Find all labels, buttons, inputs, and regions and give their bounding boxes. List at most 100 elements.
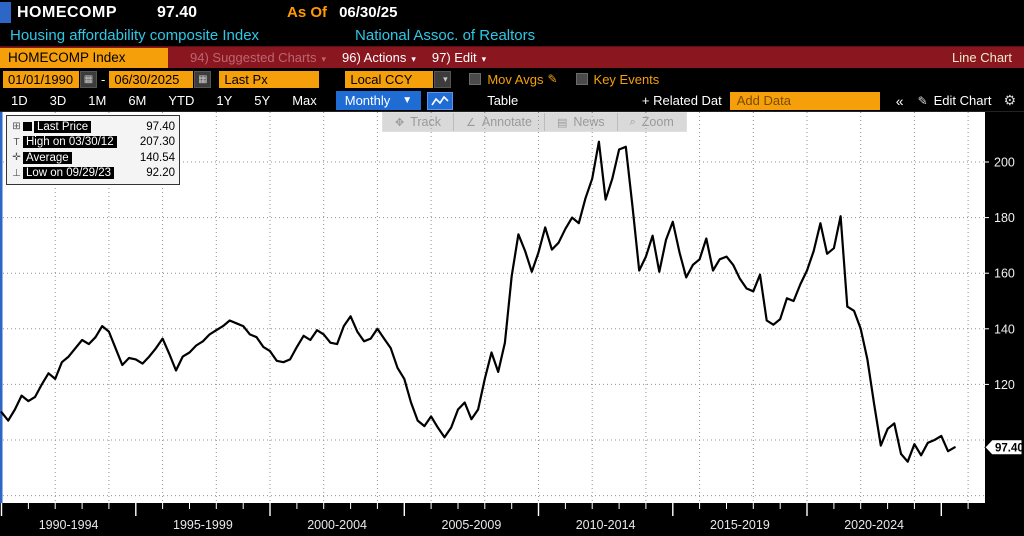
range-tabs: 1D 3D 1M 6M YTD 1Y 5Y Max (0, 91, 328, 110)
chevron-down-icon: ▾ (321, 54, 326, 64)
x-axis-label: 2005-2009 (442, 518, 502, 532)
as-of-date: 06/30/25 (339, 4, 398, 21)
chart-controls-row: 01/01/1990 ▦ - 06/30/2025 ▦ Last Px Loca… (0, 68, 1024, 90)
legend-label: High on 03/30/12 (23, 136, 117, 149)
legend-label: Last Price (34, 120, 92, 133)
legend-row[interactable]: ✛ Average 140.54 (10, 150, 175, 166)
range-tab-1y[interactable]: 1Y (216, 93, 233, 108)
legend-line-swatch-icon: ⊞ (12, 121, 21, 133)
x-axis-label: 2015-2019 (710, 518, 770, 532)
y-axis-label: 200 (994, 156, 1015, 170)
chevron-down-icon: ▾ (443, 73, 448, 84)
x-axis-label: 2000-2004 (307, 518, 367, 532)
news-tool-button[interactable]: ▤ News (544, 113, 618, 131)
track-tool-button[interactable]: ✥ Track (383, 113, 455, 131)
chart-type-label: Line Chart (952, 50, 1012, 65)
legend-value: 97.40 (146, 120, 175, 133)
legend-low-icon: ⊥ (12, 167, 21, 179)
chart-hover-toolbar: ✥ Track ∠ Annotate ▤ News ⌕ Zoom (382, 112, 687, 132)
chevron-down-icon: ▾ (481, 54, 487, 64)
y-axis-label: 160 (994, 267, 1015, 281)
zoom-tool-button[interactable]: ⌕ Zoom (617, 113, 686, 131)
frequency-dropdown[interactable]: Monthly ▼ (335, 91, 422, 110)
last-price-value: 97.40 (157, 3, 198, 21)
security-description-row: Housing affordability composite Index Na… (0, 25, 1024, 46)
actions-menu[interactable]: 96) Actions ▾ (342, 50, 416, 65)
annotate-icon: ∠ (466, 116, 476, 129)
gear-icon[interactable]: ⚙ (1003, 92, 1016, 108)
period-tab-bar: 1D 3D 1M 6M YTD 1Y 5Y Max Monthly ▼ Table + Rel… (0, 90, 1024, 112)
key-events-checkbox[interactable] (575, 73, 588, 85)
x-axis-label: 1995-1999 (173, 518, 233, 532)
range-tab-6m[interactable]: 6M (128, 93, 147, 108)
range-tab-max[interactable]: Max (292, 93, 317, 108)
x-axis-label: 2010-2014 (576, 518, 636, 532)
price-type-field[interactable]: Last Px (219, 70, 320, 88)
chevron-down-icon: ▼ (402, 95, 413, 106)
track-icon: ✥ (395, 116, 405, 129)
pencil-icon[interactable]: ✎ (547, 72, 558, 86)
security-description: Housing affordability composite Index (10, 27, 260, 44)
y-axis-label: 180 (994, 211, 1015, 225)
date-from-field[interactable]: 01/01/1990 (3, 70, 79, 88)
y-axis-label: 120 (994, 378, 1015, 392)
range-tab-3d[interactable]: 3D (49, 93, 67, 108)
y-axis-label: 140 (994, 322, 1015, 336)
key-events-label: Key Events (593, 71, 660, 87)
plot-left-border (0, 112, 3, 503)
y-axis-strip (985, 112, 1024, 536)
price-line (0, 140, 956, 463)
annotate-tool-button[interactable]: ∠ Annotate (454, 113, 545, 131)
legend-value: 92.20 (146, 167, 175, 180)
chart-panel: 1990-1994 1995-1999 2000-2004 2005-2009 2010… (0, 112, 1024, 536)
currency-dropdown-button[interactable]: ▾ (434, 70, 452, 88)
range-tab-1d[interactable]: 1D (11, 93, 28, 108)
line-chart-view-button[interactable] (427, 91, 454, 110)
security-source: National Assoc. of Realtors (355, 27, 536, 44)
date-to-field[interactable]: 06/30/2025 (109, 70, 194, 88)
legend-high-icon: T (13, 136, 20, 148)
range-tab-ytd[interactable]: YTD (168, 93, 195, 108)
suggested-charts-menu[interactable]: 94) Suggested Charts ▾ (190, 50, 326, 65)
collapse-panel-button[interactable]: « (895, 92, 904, 109)
mov-avgs-label: Mov Avgs (487, 71, 544, 87)
legend-row[interactable]: ⊞ Last Price 97.40 (10, 119, 175, 135)
security-header: HOMECOMP 97.40 As Of 06/30/25 (0, 0, 1024, 25)
legend-row[interactable]: ⊥ Low on 09/29/23 92.20 (10, 166, 175, 182)
legend-row[interactable]: T High on 03/30/12 207.30 (10, 135, 175, 151)
chart-legend: ⊞ Last Price 97.40 T High on 03/30/12 207.30 ✛… (6, 115, 180, 185)
last-price-tag (984, 439, 1023, 456)
legend-label: Average (23, 151, 72, 164)
edit-chart-button[interactable]: ✎ Edit Chart (917, 93, 992, 108)
chevron-down-icon: ▾ (411, 54, 416, 64)
edit-menu[interactable]: 97) Edit ▾ (431, 50, 487, 65)
range-tab-1m[interactable]: 1M (88, 93, 107, 108)
x-axis-label: 1990-1994 (39, 518, 99, 532)
date-range-separator: - (101, 71, 106, 87)
legend-value: 140.54 (139, 151, 175, 164)
x-axis-label: 2020-2024 (844, 518, 904, 532)
currency-field[interactable]: Local CCY (345, 70, 434, 88)
calendar-icon[interactable]: ▦ (194, 70, 212, 88)
ticker-box[interactable]: HOMECOMP Index (0, 47, 168, 68)
ticker-symbol: HOMECOMP (17, 3, 117, 21)
mov-avgs-checkbox[interactable] (469, 73, 482, 85)
news-icon: ▤ (556, 116, 568, 129)
as-of-label: As Of (287, 4, 328, 21)
pencil-icon: ✎ (917, 93, 928, 108)
legend-label: Low on 09/29/23 (23, 167, 115, 180)
range-tab-5y[interactable]: 5Y (254, 93, 271, 108)
line-chart-icon (431, 95, 449, 105)
calendar-icon[interactable]: ▦ (80, 70, 97, 88)
add-data-input[interactable]: Add Data (729, 91, 880, 110)
last-price-tag-value: 97.40 (995, 442, 1024, 454)
legend-average-icon: ✛ (12, 152, 21, 164)
related-data-button[interactable]: + Related Dat (641, 93, 722, 108)
table-view-button[interactable]: Table (487, 93, 519, 108)
zoom-icon: ⌕ (629, 115, 636, 128)
panel-indicator-icon (0, 2, 11, 23)
menu-bar: HOMECOMP Index 94) Suggested Charts ▾ 96)… (0, 46, 1024, 68)
legend-value: 207.30 (139, 136, 175, 149)
series-color-swatch (23, 122, 32, 132)
